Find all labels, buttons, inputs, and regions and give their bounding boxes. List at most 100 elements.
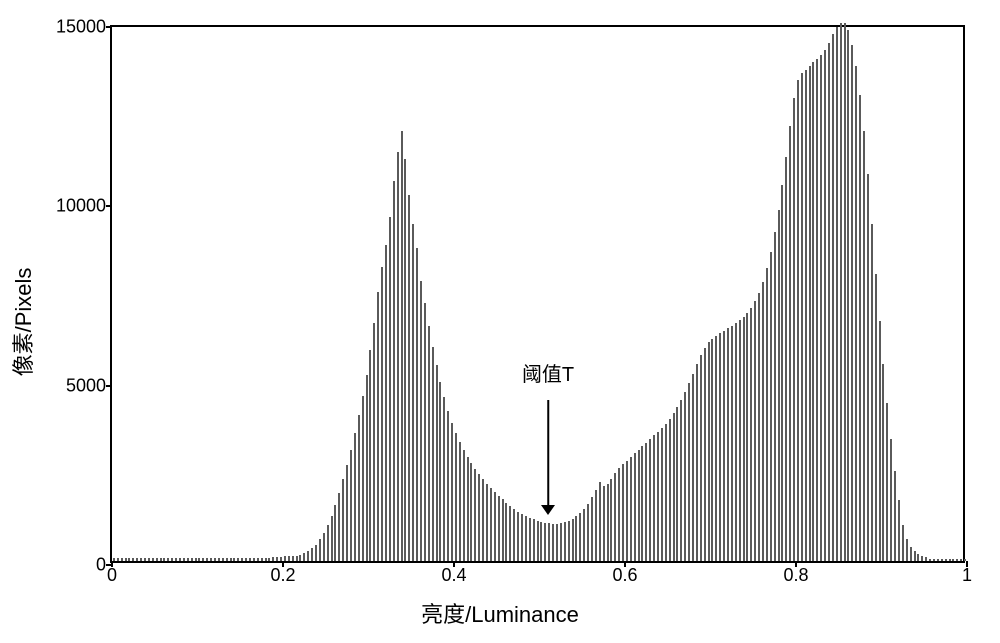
histogram-bar — [369, 350, 371, 561]
x-axis-label: 亮度/Luminance — [421, 597, 579, 629]
histogram-bar — [540, 522, 542, 561]
histogram-bar — [770, 252, 772, 561]
histogram-bar — [505, 503, 507, 561]
histogram-bar — [502, 499, 504, 561]
histogram-bar — [673, 413, 675, 561]
histogram-bar — [470, 463, 472, 561]
histogram-bar — [564, 522, 566, 561]
histogram-bar — [439, 382, 441, 561]
histogram-bar — [253, 558, 255, 561]
histogram-bar — [521, 514, 523, 561]
histogram-bar — [898, 500, 900, 561]
histogram-bar — [140, 558, 142, 561]
histogram-bar — [261, 558, 263, 561]
histogram-bar — [393, 181, 395, 561]
histogram-bar — [230, 558, 232, 561]
histogram-bar — [789, 126, 791, 561]
histogram-bar — [121, 558, 123, 561]
histogram-bar — [195, 558, 197, 561]
histogram-bar — [572, 519, 574, 561]
histogram-bar — [245, 558, 247, 561]
histogram-bar — [529, 518, 531, 561]
histogram-bar — [490, 488, 492, 561]
histogram-bar — [424, 303, 426, 561]
histogram-bar — [226, 558, 228, 561]
histogram-bar — [696, 364, 698, 561]
histogram-bar — [303, 553, 305, 561]
histogram-bar — [381, 267, 383, 561]
histogram-bar — [778, 210, 780, 561]
histogram-bar — [614, 473, 616, 561]
histogram-bar — [299, 555, 301, 561]
histogram-bar — [498, 496, 500, 561]
histogram-bar — [222, 558, 224, 561]
histogram-bar — [401, 131, 403, 561]
x-tick-mark — [453, 561, 455, 567]
histogram-bar — [766, 268, 768, 561]
histogram-bar — [389, 217, 391, 561]
histogram-bar — [128, 558, 130, 561]
histogram-bar — [288, 556, 290, 561]
histogram-bar — [937, 559, 939, 561]
histogram-bar — [152, 558, 154, 561]
histogram-bar — [117, 558, 119, 561]
y-tick-label: 10000 — [56, 196, 112, 217]
histogram-bar — [132, 558, 134, 561]
histogram-bar — [113, 558, 115, 561]
histogram-bar — [455, 433, 457, 561]
histogram-bar — [327, 525, 329, 561]
histogram-bar — [163, 558, 165, 561]
histogram-bar — [249, 558, 251, 561]
histogram-bar — [762, 282, 764, 561]
histogram-bar — [863, 131, 865, 561]
histogram-bar — [949, 559, 951, 561]
histogram-bar — [952, 559, 954, 561]
histogram-bar — [323, 533, 325, 561]
histogram-bar — [175, 558, 177, 561]
y-tick-label: 15000 — [56, 17, 112, 38]
histogram-bar — [610, 479, 612, 561]
histogram-bar — [210, 558, 212, 561]
histogram-bar — [463, 450, 465, 561]
histogram-bar — [265, 558, 267, 561]
histogram-bar — [774, 232, 776, 561]
histogram-bar — [902, 525, 904, 561]
histogram-bar — [206, 558, 208, 561]
x-tick-mark — [795, 561, 797, 567]
histogram-bar — [428, 326, 430, 561]
histogram-bar — [630, 457, 632, 561]
histogram-bar — [478, 474, 480, 561]
histogram-bar — [556, 524, 558, 561]
histogram-bar — [781, 185, 783, 561]
histogram-bar — [731, 326, 733, 561]
histogram-bar — [338, 493, 340, 561]
histogram-bar — [599, 482, 601, 561]
histogram-bar — [397, 152, 399, 561]
histogram-bar — [914, 551, 916, 561]
histogram-bar — [607, 484, 609, 561]
histogram-bar — [933, 559, 935, 561]
histogram-bar — [743, 317, 745, 561]
histogram-bar — [432, 347, 434, 561]
histogram-bar — [820, 55, 822, 561]
histogram-bar — [700, 355, 702, 561]
histogram-bar — [517, 512, 519, 561]
histogram-bar — [641, 446, 643, 561]
histogram-bar — [929, 559, 931, 562]
histogram-bar — [669, 419, 671, 561]
x-tick-mark — [624, 561, 626, 567]
histogram-bar — [797, 80, 799, 561]
y-tick-mark — [106, 26, 112, 28]
histogram-bar — [537, 521, 539, 561]
histogram-bar — [960, 559, 962, 561]
x-tick-mark — [966, 561, 968, 567]
histogram-bar — [144, 558, 146, 561]
histogram-bar — [125, 558, 127, 561]
histogram-bar — [214, 558, 216, 561]
threshold-arrow-head — [541, 505, 555, 515]
histogram-bar — [544, 523, 546, 561]
histogram-bar — [509, 506, 511, 561]
histogram-bar — [591, 497, 593, 561]
histogram-bar — [867, 174, 869, 561]
histogram-bar — [482, 479, 484, 561]
